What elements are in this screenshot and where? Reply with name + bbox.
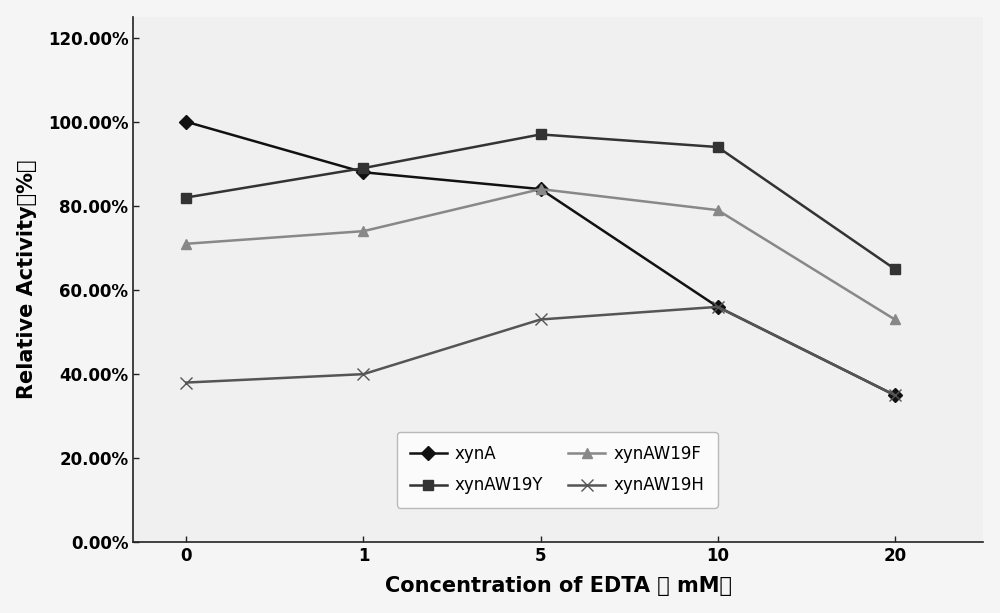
xynAW19H	[357, 370, 369, 378]
Line: xynAW19H: xynAW19H	[181, 302, 900, 401]
xynAW19Y	[357, 164, 369, 172]
xynA	[889, 392, 901, 399]
xynA	[712, 303, 724, 311]
xynA	[180, 118, 192, 126]
xynAW19F	[889, 316, 901, 323]
xynAW19Y	[712, 143, 724, 151]
xynAW19F	[180, 240, 192, 248]
xynAW19Y	[180, 194, 192, 201]
Line: xynAW19F: xynAW19F	[182, 185, 900, 324]
xynA	[535, 185, 547, 192]
xynAW19Y	[535, 131, 547, 138]
X-axis label: Concentration of EDTA （ mM）: Concentration of EDTA （ mM）	[385, 576, 732, 596]
xynAW19F	[535, 185, 547, 192]
Y-axis label: Relative Activity（%）: Relative Activity（%）	[17, 160, 37, 399]
xynAW19Y	[889, 265, 901, 273]
xynAW19H	[180, 379, 192, 386]
xynAW19H	[712, 303, 724, 311]
Legend: xynA, xynAW19Y, xynAW19F, xynAW19H: xynA, xynAW19Y, xynAW19F, xynAW19H	[397, 432, 718, 508]
Line: xynAW19Y: xynAW19Y	[182, 129, 900, 274]
xynAW19H	[889, 392, 901, 399]
xynAW19F	[357, 227, 369, 235]
xynAW19F	[712, 207, 724, 214]
xynA	[357, 169, 369, 176]
xynAW19H	[535, 316, 547, 323]
Line: xynA: xynA	[182, 117, 900, 400]
